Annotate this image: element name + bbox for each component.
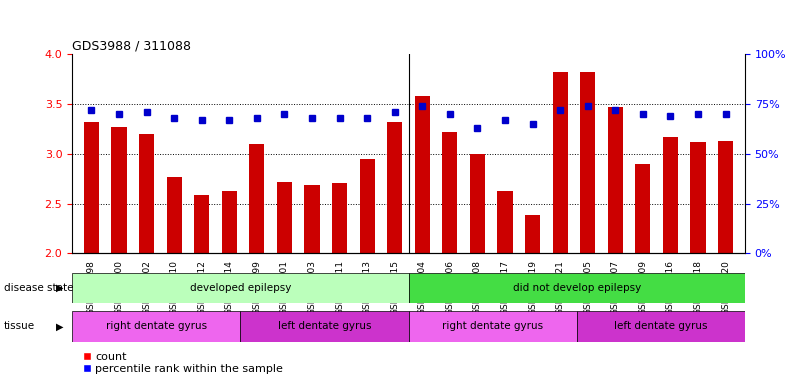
Bar	[409, 311, 577, 342]
Bar	[240, 311, 409, 342]
Legend: count, percentile rank within the sample: count, percentile rank within the sample	[78, 348, 288, 379]
Bar	[690, 142, 706, 253]
Bar	[553, 72, 568, 253]
Bar	[111, 127, 127, 253]
Bar	[72, 311, 240, 342]
Text: right dentate gyrus: right dentate gyrus	[442, 321, 543, 331]
Bar	[635, 164, 650, 253]
Text: right dentate gyrus: right dentate gyrus	[106, 321, 207, 331]
Bar	[577, 311, 745, 342]
Bar	[194, 195, 209, 253]
Bar	[249, 144, 264, 253]
Bar	[167, 177, 182, 253]
Text: ▶: ▶	[56, 321, 64, 331]
Text: developed epilepsy: developed epilepsy	[190, 283, 291, 293]
Text: left dentate gyrus: left dentate gyrus	[614, 321, 707, 331]
Bar	[663, 137, 678, 253]
Bar	[580, 72, 595, 253]
Bar	[470, 154, 485, 253]
Bar	[442, 132, 457, 253]
Bar	[72, 273, 409, 303]
Text: GDS3988 / 311088: GDS3988 / 311088	[72, 40, 191, 53]
Bar	[387, 122, 402, 253]
Text: ▶: ▶	[56, 283, 64, 293]
Bar	[415, 96, 430, 253]
Text: disease state: disease state	[4, 283, 74, 293]
Text: tissue: tissue	[4, 321, 35, 331]
Bar	[718, 141, 733, 253]
Bar	[525, 215, 540, 253]
Bar	[497, 190, 513, 253]
Text: left dentate gyrus: left dentate gyrus	[278, 321, 371, 331]
Bar	[304, 185, 320, 253]
Text: did not develop epilepsy: did not develop epilepsy	[513, 283, 641, 293]
Bar	[332, 182, 347, 253]
Bar	[608, 107, 623, 253]
Bar	[222, 190, 237, 253]
Bar	[139, 134, 154, 253]
Bar	[84, 122, 99, 253]
Bar	[277, 182, 292, 253]
Bar	[360, 159, 375, 253]
Bar	[409, 273, 745, 303]
